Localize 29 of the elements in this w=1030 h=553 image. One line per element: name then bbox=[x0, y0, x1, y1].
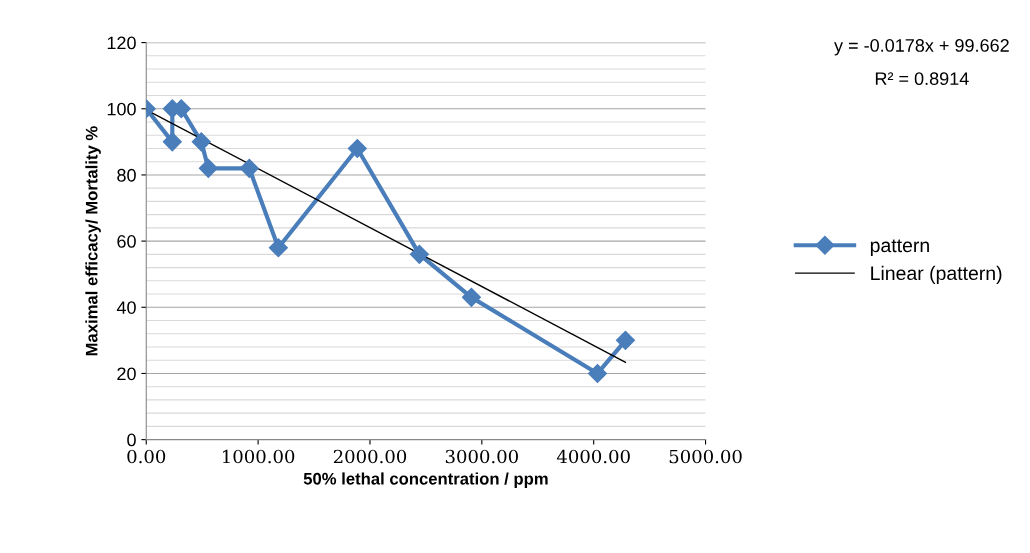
y-tick-label: 60 bbox=[117, 235, 136, 248]
text: y = -0.0178x + 99.662 bbox=[834, 39, 1009, 56]
text: R² = 0.8914 bbox=[875, 72, 969, 86]
point bbox=[409, 244, 429, 264]
point bbox=[239, 158, 259, 178]
point bbox=[268, 238, 288, 258]
x-tick-label: 4000.00 bbox=[556, 449, 630, 464]
x-tick-label: 0.00 bbox=[127, 449, 166, 464]
point bbox=[191, 132, 211, 152]
legend-label: Linear (pattern) bbox=[871, 265, 1002, 284]
y-tick-label: 100 bbox=[107, 102, 136, 116]
x-axis-title: 50% lethal concentration / ppm bbox=[303, 472, 548, 488]
point bbox=[198, 158, 218, 178]
point bbox=[461, 287, 481, 307]
y-tick-label: 120 bbox=[107, 36, 136, 50]
x-tick-label: 1000.00 bbox=[222, 449, 295, 464]
point bbox=[347, 138, 367, 158]
point bbox=[587, 363, 608, 383]
y-tick-label: 40 bbox=[116, 301, 136, 314]
x-tick-label: 5000.00 bbox=[669, 449, 742, 464]
x-tick-label: 3000.00 bbox=[445, 449, 518, 464]
y-tick-label: 80 bbox=[117, 168, 136, 182]
point bbox=[615, 330, 635, 350]
point bbox=[162, 132, 182, 152]
legend-label: pattern bbox=[870, 239, 929, 257]
y-tick-label: 20 bbox=[117, 367, 136, 381]
x-tick-label: 2000.00 bbox=[333, 449, 407, 464]
y-axis-title: Maximal efficacy/ Mortality % bbox=[85, 126, 101, 356]
y-tick-label: 0 bbox=[127, 433, 136, 447]
